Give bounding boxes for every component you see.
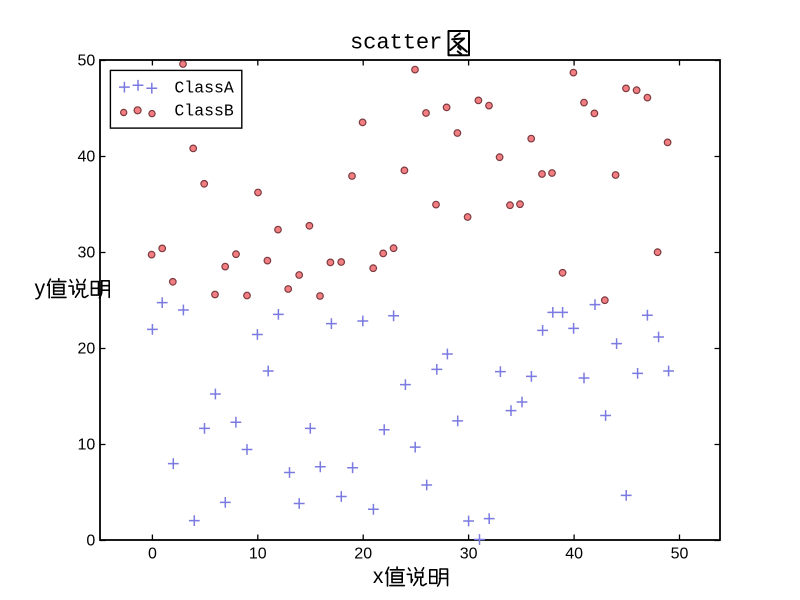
svg-text:10: 10 xyxy=(249,546,267,563)
svg-text:30: 30 xyxy=(460,546,478,563)
svg-text:0: 0 xyxy=(86,532,95,549)
svg-text:40: 40 xyxy=(565,546,583,563)
svg-text:y: y xyxy=(35,277,46,300)
svg-text:50: 50 xyxy=(671,546,689,563)
svg-text:10: 10 xyxy=(78,436,96,453)
svg-text:40: 40 xyxy=(78,148,96,165)
svg-text:20: 20 xyxy=(78,340,96,357)
svg-text:0: 0 xyxy=(148,546,157,563)
svg-text:50: 50 xyxy=(78,52,96,69)
svg-text:x: x xyxy=(373,565,384,588)
svg-text:ClassB: ClassB xyxy=(174,102,234,121)
svg-text:20: 20 xyxy=(354,546,372,563)
svg-text:30: 30 xyxy=(78,244,96,261)
svg-text:scatter: scatter xyxy=(350,31,442,56)
svg-text:ClassA: ClassA xyxy=(174,78,234,97)
